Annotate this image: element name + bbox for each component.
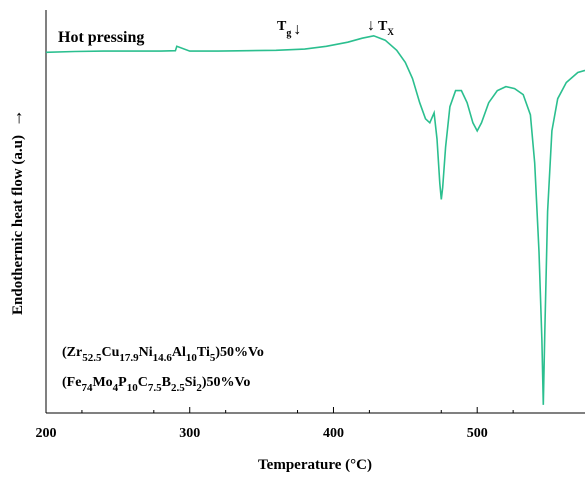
series-line	[45, 34, 585, 405]
x-axis-title: Temperature (°C)	[258, 457, 372, 473]
formula-subscript: 14.6	[153, 352, 173, 364]
tx-arrow: ↓	[367, 17, 375, 34]
formula-subscript: 52.5	[82, 352, 102, 364]
x-tick-label: 200	[36, 426, 57, 441]
formula-text: Si	[185, 375, 197, 390]
tg-subscript: g	[286, 28, 291, 39]
formula-text: )50%Vo	[202, 375, 251, 390]
tg-annotation: Tg ↓	[277, 19, 301, 39]
y-axis-arrow: →	[6, 109, 26, 127]
x-tick-labels: 200 300 400 500	[36, 426, 488, 441]
plot-frame	[45, 10, 585, 414]
x-tick-label: 300	[179, 426, 200, 441]
formula-text: (Fe	[62, 375, 81, 390]
y-axis-title: Endothermic heat flow (a.u)	[10, 135, 26, 315]
y-axis-title-group: Endothermic heat flow (a.u) →	[6, 109, 26, 315]
formula-text: Ti	[197, 345, 210, 360]
formula-subscript: 10	[127, 382, 139, 394]
formula-text: C	[138, 375, 148, 390]
composition-label-1: (Zr52.5Cu17.9Ni14.6Al10Ti5)50%Vo	[62, 345, 264, 364]
formula-text: P	[118, 375, 127, 390]
formula-subscript: 7.5	[148, 382, 162, 394]
x-tick-label: 400	[323, 426, 344, 441]
formula-subscript: 17.9	[119, 352, 139, 364]
formula-subscript: 2.5	[171, 382, 185, 394]
composition-label-2: (Fe74Mo4P10C7.5B2.5Si2)50%Vo	[62, 375, 250, 394]
formula-subscript: 10	[186, 352, 198, 364]
formula-text: Mo	[92, 375, 112, 390]
formula-subscript: 4	[113, 382, 119, 394]
formula-text: Cu	[101, 345, 119, 360]
formula-text: B	[162, 375, 171, 390]
svg-text:Tg↓: Tg ↓	[277, 19, 301, 39]
x-ticks	[45, 407, 514, 413]
tx-annotation: ↓ TX	[367, 17, 394, 37]
tg-symbol: T	[277, 19, 287, 34]
tg-arrow: ↓	[293, 21, 301, 38]
formula-text: Al	[172, 345, 186, 360]
formula-text: Ni	[139, 345, 153, 360]
svg-text:↓TX: ↓ TX	[367, 17, 394, 37]
tx-symbol: T	[378, 19, 388, 34]
svg-text:Endothermic heat flow (a.u)→: Endothermic heat flow (a.u) →	[6, 109, 26, 315]
tx-subscript: X	[387, 27, 394, 37]
condition-label: Hot pressing	[58, 29, 144, 46]
formula-subscript: 74	[81, 382, 93, 394]
formula-text: )50%Vo	[215, 345, 264, 360]
formula-subscript: 5	[210, 352, 216, 364]
formula-subscript: 2	[196, 382, 202, 394]
x-tick-label: 500	[467, 426, 488, 441]
formula-text: (Zr	[62, 345, 82, 360]
